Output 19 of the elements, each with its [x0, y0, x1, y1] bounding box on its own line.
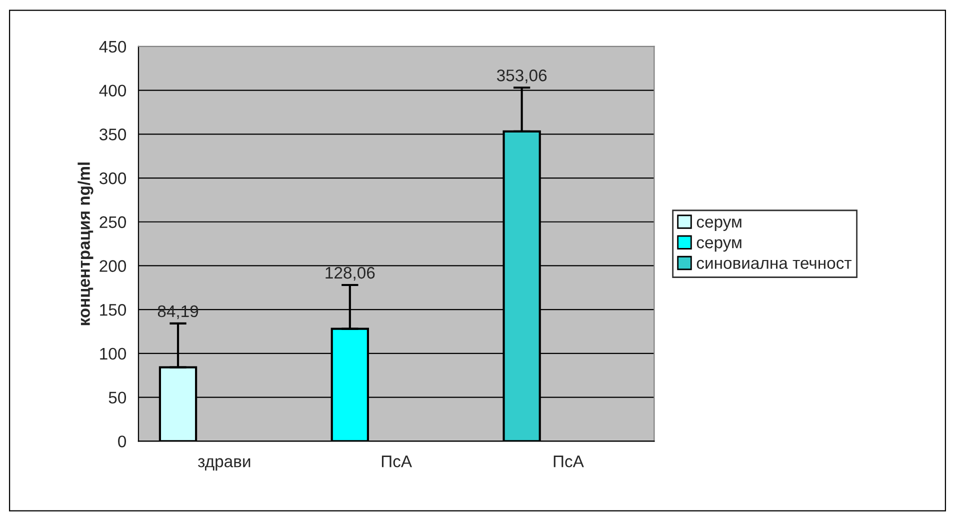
y-tick-label: 200	[100, 260, 126, 272]
legend-label: синовиална течност	[696, 260, 852, 269]
x-tick-label: ПсА	[382, 456, 412, 468]
y-tick-label: 50	[108, 392, 126, 404]
y-tick-label: 150	[100, 304, 126, 316]
y-tick-label: 0	[118, 436, 126, 448]
data-label: 128,06	[326, 266, 375, 281]
y-tick-label: 250	[100, 216, 126, 228]
y-tick-label: 400	[99, 84, 126, 97]
y-axis-title: концентрация ng/ml	[78, 162, 94, 326]
y-tick-label: 100	[100, 348, 126, 360]
legend-label: серум	[696, 218, 742, 231]
y-tick-label: 350	[100, 128, 126, 140]
y-tick-label: 300	[100, 172, 126, 184]
data-label: 353,06	[496, 70, 547, 84]
x-tick-label: здрави	[198, 458, 250, 471]
legend-label: серум	[696, 239, 742, 252]
x-tick-label: ПсА	[554, 456, 584, 468]
y-tick-label: 450	[99, 40, 126, 53]
